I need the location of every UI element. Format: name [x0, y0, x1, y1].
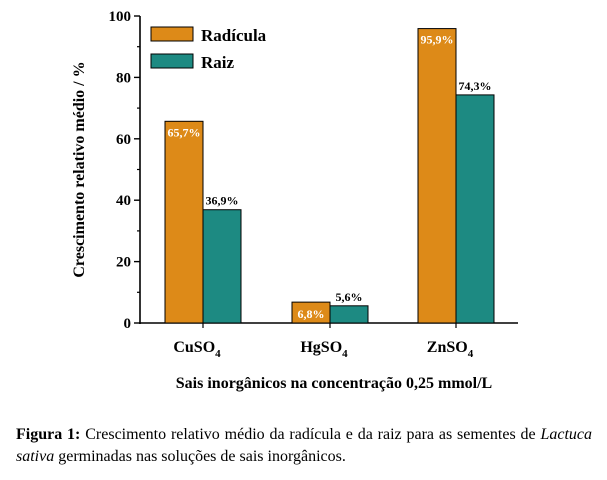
- bar-radicula: [164, 120, 204, 324]
- y-tick-label: 100: [109, 9, 132, 25]
- y-tick-label: 40: [116, 193, 131, 209]
- bar-radicula: [417, 28, 457, 324]
- data-label: 5,6%: [336, 290, 363, 304]
- y-tick-label: 0: [124, 316, 132, 332]
- x-axis-label: Sais inorgânicos na concentração 0,25 mm…: [176, 375, 492, 392]
- legend-swatch-raiz: [150, 53, 194, 69]
- bar-raiz: [202, 209, 242, 324]
- y-tick-label: 60: [116, 132, 131, 148]
- data-label: 95,9%: [421, 33, 454, 47]
- y-tick-label: 20: [116, 255, 131, 271]
- figure-caption: Figura 1: Crescimento relativo médio da …: [16, 424, 592, 468]
- caption-text-after: germinadas nas soluções de sais inorgâni…: [54, 448, 346, 465]
- caption-text-before: Crescimento relativo médio da radícula e…: [85, 426, 541, 443]
- data-label: 36,9%: [206, 194, 239, 208]
- x-tick-label: HgSO4: [300, 339, 348, 360]
- plot-area: 0 20 40 60 80 100 Crescimento relativo médio /…: [71, 9, 518, 392]
- y-tick-label: 80: [116, 70, 131, 86]
- legend-label-raiz: Raiz: [201, 53, 235, 72]
- bar-chart: 0 20 40 60 80 100 Crescimento relativo médio /…: [71, 9, 518, 392]
- bar-raiz: [455, 94, 495, 324]
- x-tick-label: CuSO4: [173, 339, 221, 360]
- data-label: 74,3%: [459, 79, 492, 93]
- x-tick-label: ZnSO4: [427, 339, 474, 360]
- data-label: 6,8%: [298, 307, 325, 321]
- y-axis-label: Crescimento relativo médio / %: [71, 61, 88, 277]
- data-label: 65,7%: [168, 125, 201, 139]
- legend-swatch-radicula: [150, 26, 194, 42]
- caption-species: Lactuca sativa: [16, 426, 593, 465]
- bar-raiz: [329, 305, 369, 324]
- legend-label-radicula: Radícula: [201, 26, 267, 45]
- caption-label: Figura 1:: [16, 426, 81, 443]
